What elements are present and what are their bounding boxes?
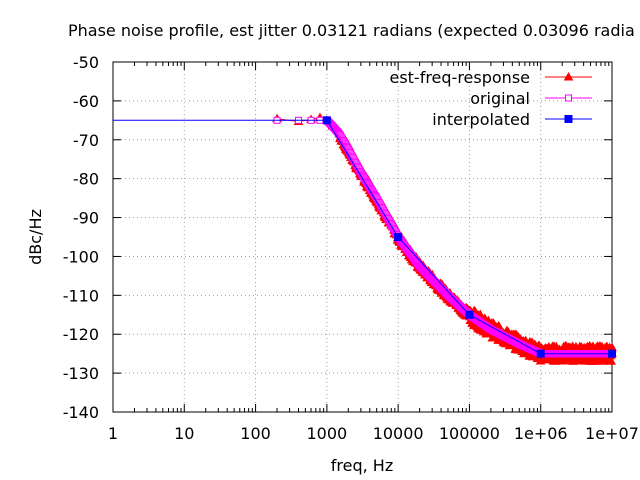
interpolated-point [322, 116, 331, 125]
legend-entry: original [470, 89, 592, 108]
axis-ticks: -50 -60 -70 -80 -90 -100 -110 -120 -130 -140 1 10 10… [63, 53, 639, 443]
y-tick-label: -60 [73, 92, 99, 111]
y-tick-label: -80 [73, 170, 99, 189]
interpolated-point [394, 233, 403, 241]
chart-title: Phase noise profile, est jitter 0.03121 … [68, 21, 635, 40]
x-tick-label: 10 [174, 424, 194, 443]
series-layer [113, 112, 617, 365]
x-tick-label: 1000 [306, 424, 347, 443]
interpolated-point [608, 349, 616, 358]
y-tick-label: -120 [63, 325, 99, 344]
y-tick-label: -110 [63, 286, 99, 305]
legend-entry: est-freq-response [389, 68, 592, 87]
interpolated-line [113, 119, 612, 355]
x-tick-label: 1e+06 [514, 424, 568, 443]
legend-marker [564, 115, 573, 123]
y-tick-label: -90 [73, 209, 99, 228]
plot-frame [112, 61, 613, 413]
legend: est-freq-response original interpolated [389, 68, 592, 129]
y-tick-label: -100 [63, 247, 99, 266]
y-tick-label: -140 [63, 403, 99, 422]
series-est-freq-response [272, 112, 617, 365]
est-freq-response-point [606, 356, 616, 365]
legend-label: interpolated [432, 110, 530, 129]
x-tick-label: 100000 [439, 424, 500, 443]
y-axis-label: dBc/Hz [26, 209, 45, 265]
x-tick-label: 1 [108, 424, 118, 443]
y-tick-label: -130 [63, 364, 99, 383]
series-interpolated [113, 116, 616, 358]
y-tick-label: -70 [73, 131, 99, 150]
x-axis-label: freq, Hz [331, 456, 393, 475]
x-tick-label: 1e+07 [585, 424, 639, 443]
legend-marker [563, 71, 574, 81]
x-tick-label: 10000 [373, 424, 424, 443]
interpolated-point [465, 310, 474, 319]
y-tick-label: -50 [73, 53, 99, 72]
legend-entry: interpolated [432, 110, 592, 129]
legend-label: est-freq-response [389, 68, 530, 87]
interpolated-point [536, 349, 545, 358]
legend-label: original [470, 89, 530, 108]
legend-marker [565, 94, 572, 102]
x-tick-label: 100 [240, 424, 271, 443]
series-original [273, 116, 616, 358]
